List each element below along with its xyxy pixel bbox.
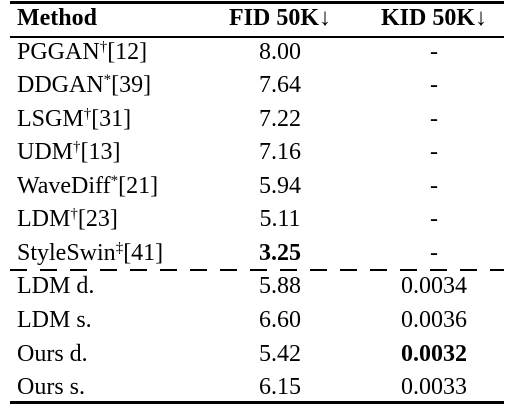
dashed-separator bbox=[10, 269, 504, 271]
fid-value: 5.88 bbox=[259, 273, 301, 299]
citation-ref: [23] bbox=[77, 206, 118, 232]
citation-ref: [12] bbox=[107, 39, 148, 65]
method-cell: LDM s. bbox=[17, 304, 92, 337]
method-name: DDGAN bbox=[17, 72, 104, 98]
kid-value: - bbox=[430, 39, 438, 65]
table-row: UDM†[13] 7.16 - bbox=[0, 136, 512, 169]
header-kid: KID 50K↓ bbox=[380, 5, 487, 31]
kid-value: - bbox=[430, 106, 438, 132]
header-method: Method bbox=[17, 5, 97, 31]
table-row: LDM d. 5.88 0.0034 bbox=[0, 270, 512, 303]
fid-value: 8.00 bbox=[259, 39, 301, 65]
footnote-mark: * bbox=[103, 72, 112, 88]
table-row: WaveDiff*[21] 5.94 - bbox=[0, 170, 512, 203]
citation-ref: [31] bbox=[91, 106, 132, 132]
method-cell: LDM d. bbox=[17, 270, 94, 303]
kid-value: - bbox=[430, 173, 438, 199]
kid-value: - bbox=[430, 139, 438, 165]
method-cell: DDGAN*[39] bbox=[17, 69, 151, 102]
method-cell: StyleSwin‡[41] bbox=[17, 237, 163, 270]
kid-value: 0.0032 bbox=[401, 341, 467, 367]
table-row: Ours s. 6.15 0.0033 bbox=[0, 371, 512, 404]
table-row: StyleSwin‡[41] 3.25 - bbox=[0, 237, 512, 270]
method-cell: UDM†[13] bbox=[17, 136, 121, 169]
citation-ref: [41] bbox=[123, 240, 164, 266]
kid-value: - bbox=[430, 206, 438, 232]
kid-value: 0.0036 bbox=[401, 307, 467, 333]
fid-value: 7.16 bbox=[259, 139, 301, 165]
fid-value: 5.94 bbox=[259, 173, 301, 199]
method-name: LDM bbox=[17, 206, 71, 232]
top-rule bbox=[10, 1, 504, 4]
table-row: LDM†[23] 5.11 - bbox=[0, 203, 512, 236]
table-row: Ours d. 5.42 0.0032 bbox=[0, 338, 512, 371]
method-cell: Ours d. bbox=[17, 338, 88, 371]
footnote-mark: † bbox=[83, 106, 92, 122]
kid-value: - bbox=[430, 240, 438, 266]
method-cell: Ours s. bbox=[17, 371, 85, 404]
header-row: Method FID 50K↓ KID 50K↓ bbox=[0, 2, 512, 35]
citation-ref: [39] bbox=[111, 72, 152, 98]
fid-value: 5.42 bbox=[259, 341, 301, 367]
method-name: LDM d. bbox=[17, 273, 95, 299]
footnote-mark: † bbox=[73, 139, 81, 155]
footnote-mark: ‡ bbox=[115, 240, 124, 256]
citation-ref: [21] bbox=[118, 173, 159, 199]
table-row: LSGM†[31] 7.22 - bbox=[0, 103, 512, 136]
fid-value: 7.64 bbox=[259, 72, 301, 98]
footnote-mark: † bbox=[70, 206, 78, 222]
fid-value: 5.11 bbox=[259, 206, 301, 232]
header-rule bbox=[10, 36, 504, 38]
method-cell: LDM†[23] bbox=[17, 203, 118, 236]
fid-value: 6.60 bbox=[259, 307, 301, 333]
header-fid: FID 50K↓ bbox=[229, 5, 331, 31]
kid-value: - bbox=[430, 72, 438, 98]
fid-value: 6.15 bbox=[259, 374, 301, 400]
footnote-mark: † bbox=[99, 39, 108, 55]
method-name: PGGAN bbox=[17, 39, 100, 65]
fid-value: 7.22 bbox=[259, 106, 301, 132]
table-row: PGGAN†[12] 8.00 - bbox=[0, 36, 512, 69]
kid-value: 0.0034 bbox=[401, 273, 467, 299]
footnote-mark: * bbox=[110, 173, 119, 189]
method-cell: WaveDiff*[21] bbox=[17, 170, 158, 203]
method-cell: LSGM†[31] bbox=[17, 103, 131, 136]
table-row: LDM s. 6.60 0.0036 bbox=[0, 304, 512, 337]
method-name: UDM bbox=[17, 139, 74, 165]
method-name: LSGM bbox=[17, 106, 84, 132]
table-row: DDGAN*[39] 7.64 - bbox=[0, 69, 512, 102]
citation-ref: [13] bbox=[80, 139, 121, 165]
kid-value: 0.0033 bbox=[401, 374, 467, 400]
method-name: WaveDiff bbox=[17, 173, 111, 199]
method-name: StyleSwin bbox=[17, 240, 116, 266]
method-name: LDM s. bbox=[17, 307, 92, 333]
method-name: Ours d. bbox=[17, 341, 88, 367]
method-cell: PGGAN†[12] bbox=[17, 36, 147, 69]
method-name: Ours s. bbox=[17, 374, 86, 400]
fid-value: 3.25 bbox=[259, 240, 301, 266]
bottom-rule bbox=[10, 401, 504, 404]
